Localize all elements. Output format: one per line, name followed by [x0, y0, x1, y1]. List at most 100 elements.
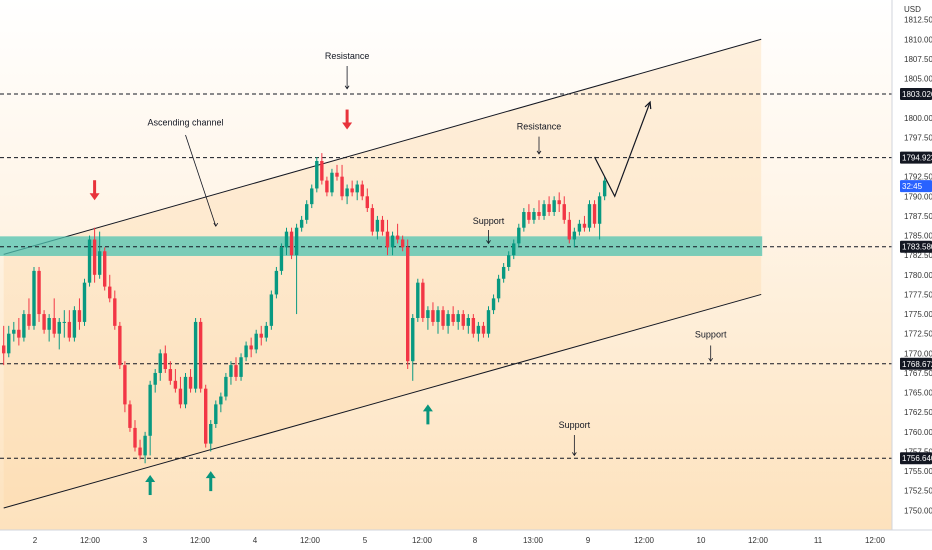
- time-tick-label: 3: [143, 536, 148, 545]
- candle-body: [2, 345, 6, 354]
- price-axis: 1812.500 1810.000 1807.500 1805.000 1800.000…: [904, 16, 932, 516]
- price-tick-label: 1775.000: [904, 310, 932, 319]
- up-arrow-head: [145, 475, 156, 483]
- annotation-pointer-tip: [708, 357, 714, 362]
- price-badge: [900, 88, 932, 101]
- up-arrow-shaft: [426, 410, 430, 425]
- up-arrow-shaft: [209, 477, 213, 492]
- levels-layer: [0, 93, 892, 459]
- candle-body: [365, 196, 369, 209]
- time-tick-label: 2: [33, 536, 38, 545]
- price-badge: [900, 180, 932, 193]
- candle-body: [370, 208, 375, 232]
- time-tick-label: 12:00: [748, 536, 769, 545]
- candle-body: [269, 294, 274, 326]
- price-tick-label: 1777.500: [904, 290, 932, 299]
- candle-body: [406, 247, 410, 362]
- candle-body: [542, 204, 546, 216]
- price-badge-label: 1768.672: [902, 360, 932, 369]
- candle-body: [57, 321, 61, 334]
- time-tick-label: 12:00: [300, 536, 321, 545]
- candle-body: [188, 376, 193, 389]
- candle-body: [466, 318, 470, 326]
- candle-body: [67, 321, 72, 338]
- down-arrow-head: [89, 193, 100, 201]
- time-tick-label: 8: [473, 536, 478, 545]
- candle-body: [259, 333, 263, 338]
- annotation-pointer-tip: [486, 240, 491, 245]
- price-tick-label: 1787.500: [904, 212, 932, 221]
- price-tick-label: 1752.500: [904, 487, 932, 496]
- annotation-pointer-tip: [572, 452, 577, 457]
- price-tick-label: 1757.500: [904, 447, 932, 456]
- candle-body: [103, 251, 107, 287]
- candle-body: [22, 314, 26, 338]
- time-tick-label: 9: [586, 536, 591, 545]
- candle-body: [512, 243, 516, 256]
- price-tick-label: 1812.500: [904, 16, 932, 25]
- candle-body: [305, 204, 309, 220]
- candle-body: [244, 345, 248, 358]
- price-tick-label: 1785.000: [904, 232, 932, 241]
- candle-body: [47, 318, 51, 330]
- candle-body: [42, 314, 46, 330]
- time-tick-label: 12:00: [190, 536, 211, 545]
- candle-body: [355, 184, 359, 193]
- candle-body: [315, 160, 319, 189]
- candle-body: [486, 310, 491, 334]
- plot-background: [0, 0, 892, 530]
- price-badge: [900, 452, 932, 465]
- candle-body: [416, 282, 420, 318]
- down-arrow-shaft: [93, 180, 97, 195]
- price-badge: [900, 357, 932, 370]
- candle-body: [299, 219, 304, 228]
- price-tick-label: 1807.500: [904, 55, 932, 64]
- price-badge: [900, 151, 932, 164]
- price-tick-label: 1760.000: [904, 428, 932, 437]
- annotation-label: Resistance: [517, 122, 562, 132]
- price-badge-label: 1803.026: [902, 90, 932, 99]
- time-axis-background[interactable]: [0, 530, 892, 550]
- price-tick-label: 1800.000: [904, 114, 932, 123]
- candle-body: [547, 204, 551, 212]
- candle-body: [426, 310, 430, 318]
- channel-upper-line: [3, 38, 762, 255]
- candle-body: [32, 270, 36, 326]
- price-badge-label: 1756.640: [902, 454, 932, 463]
- candle-body: [471, 318, 476, 334]
- candle-body: [274, 270, 279, 295]
- currency-label: USD: [904, 5, 921, 14]
- projection-arrowhead: [644, 100, 652, 110]
- channel-lower-line: [3, 293, 762, 509]
- candle-body: [224, 376, 228, 397]
- candle-body: [380, 219, 385, 232]
- candle-body: [597, 196, 602, 224]
- price-tick-label: 1770.000: [904, 349, 932, 358]
- candle-body: [138, 447, 142, 456]
- candle-body: [7, 333, 11, 354]
- candle-body: [411, 318, 415, 362]
- candle-body: [340, 176, 344, 197]
- candle-body: [491, 298, 496, 311]
- time-tick-label: 12:00: [80, 536, 101, 545]
- candle-body: [128, 404, 132, 428]
- candle-body: [193, 321, 198, 389]
- price-badge-label: 32:45: [902, 182, 923, 191]
- candle-body: [360, 184, 364, 197]
- candle-body: [92, 239, 97, 275]
- candle-body: [557, 200, 561, 205]
- candle-body: [507, 255, 511, 267]
- price-tick-label: 1750.000: [904, 506, 932, 515]
- annotation-label: Ascending channel: [147, 118, 223, 128]
- candle-body: [481, 325, 486, 334]
- time-axis: 2 12:00 3 12:00 4 12:00 5 12:00 8 13:00 9 12:00 10 12…: [33, 536, 886, 545]
- candle-body: [325, 180, 329, 193]
- candle-body: [289, 231, 294, 256]
- annotation-label: Support: [559, 420, 591, 430]
- annotation-pointer: [185, 134, 217, 227]
- price-badge-label: 1783.580: [902, 243, 932, 252]
- candle-body: [77, 310, 82, 322]
- candle-body: [582, 223, 587, 228]
- candle-body: [431, 310, 435, 322]
